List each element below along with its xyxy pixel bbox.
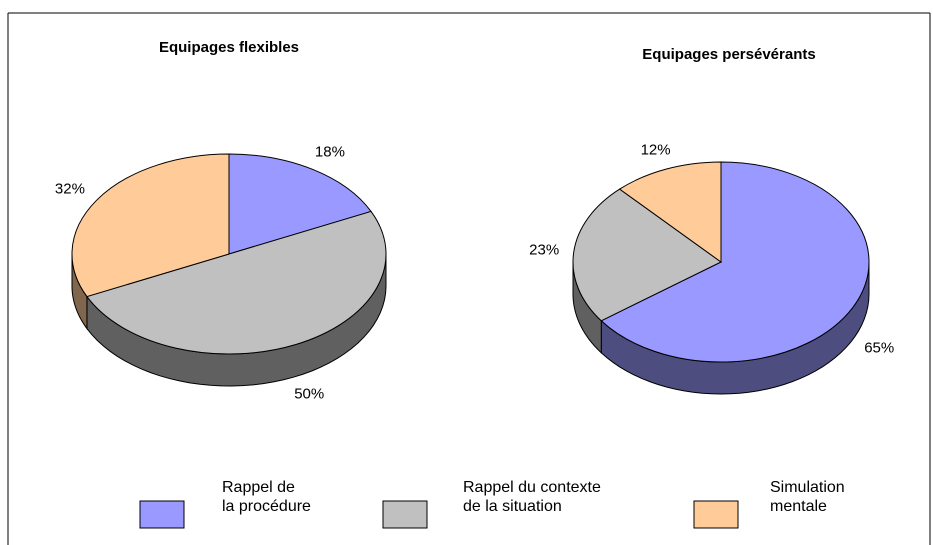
data-label: 23%	[529, 242, 559, 259]
legend-swatch	[382, 500, 428, 529]
legend-swatch	[139, 500, 185, 529]
chart-title: Equipages persévérants	[642, 46, 815, 63]
data-label: 50%	[294, 386, 324, 403]
chart-title: Equipages flexibles	[159, 39, 299, 56]
data-label: 18%	[315, 144, 345, 161]
legend-swatch	[693, 500, 739, 529]
slice	[572, 188, 722, 322]
slice	[71, 153, 230, 298]
data-label: 65%	[864, 339, 894, 356]
slice	[600, 161, 870, 363]
slice	[86, 210, 387, 355]
data-label: 12%	[641, 141, 671, 158]
data-label: 32%	[55, 181, 85, 198]
legend-label: Simulation mentale	[770, 479, 845, 515]
legend-label: Rappel du contexte de la situation	[463, 479, 601, 515]
slice	[228, 153, 372, 255]
legend-label: Rappel de la procédure	[222, 479, 311, 515]
slice	[618, 161, 722, 263]
